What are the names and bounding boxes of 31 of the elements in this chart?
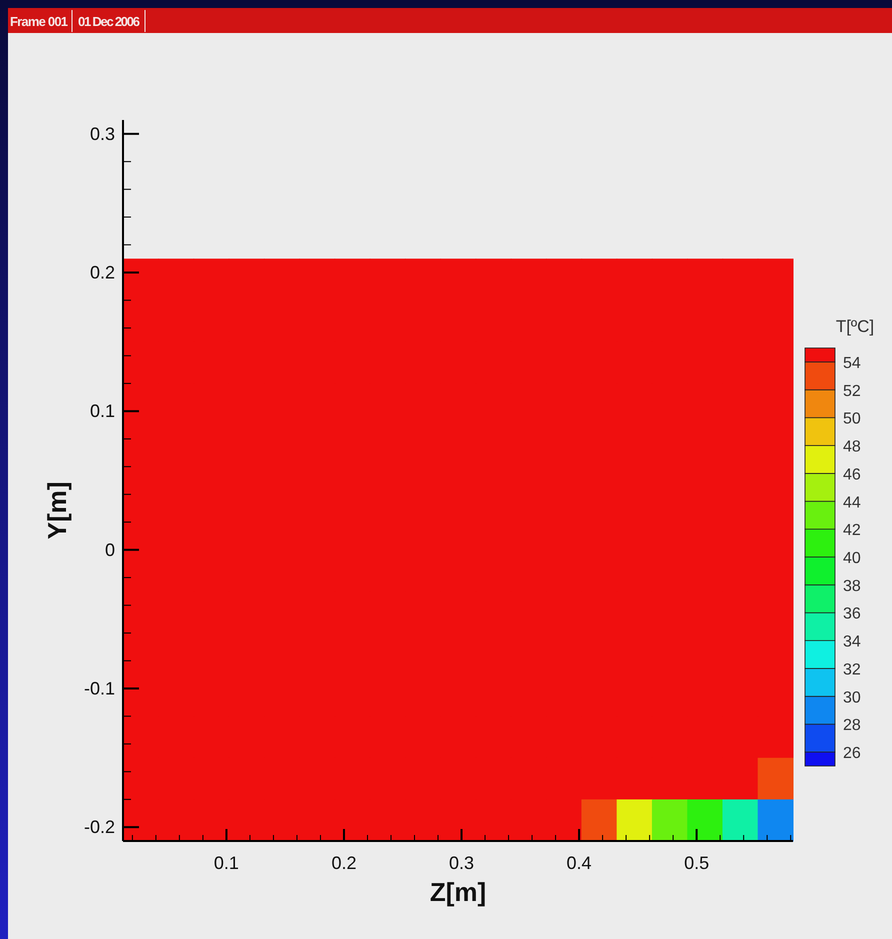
color-bar-label: 42 [843,522,861,540]
y-axis-title: Y[m] [42,482,72,540]
color-bar-label: 32 [843,661,861,678]
color-bar-label: 38 [843,578,861,595]
color-bar-title: T[ºC] [836,317,874,336]
color-bar-label: 50 [843,410,861,428]
color-bar-label: 30 [843,689,861,706]
color-bar-label: 28 [843,717,861,734]
color-bar-label: 44 [843,494,861,512]
y-tick-label: -0.2 [84,817,115,838]
color-bar-label: 40 [843,550,861,567]
text: 01 Dec 2006 [78,14,140,29]
color-bar-label: 46 [843,466,861,484]
color-bar-label: 26 [843,745,861,762]
text: Frame 001 [10,14,68,29]
y-tick-label: 0.2 [90,262,115,283]
color-bar-label: 54 [843,354,861,372]
y-tick-label: -0.1 [84,678,115,698]
y-tick-label: 0.1 [90,401,115,422]
color-bar-label: 52 [843,382,861,400]
color-bar-label: 34 [843,634,861,651]
x-tick-label: 0.4 [566,853,592,873]
x-axis-title: Z[m] [430,877,486,907]
x-tick-label: 0.2 [331,853,356,873]
x-tick-label: 0.1 [214,853,239,873]
y-tick-label: 0.3 [90,124,115,144]
x-tick-label: 0.3 [449,853,474,873]
y-tick-label: 0 [104,540,115,560]
color-bar-label: 48 [843,438,861,456]
color-bar-label: 36 [843,606,861,623]
x-tick-label: 0.5 [684,853,710,873]
